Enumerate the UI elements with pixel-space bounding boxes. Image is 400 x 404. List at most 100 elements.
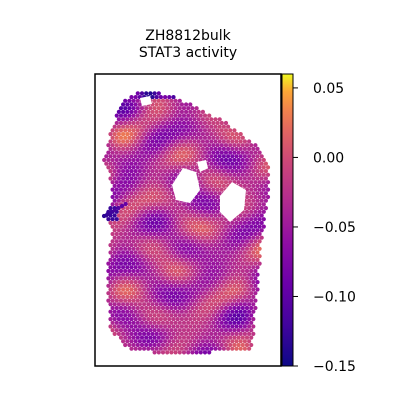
spot xyxy=(196,220,201,225)
spot xyxy=(196,124,201,129)
spot xyxy=(215,157,220,163)
spot xyxy=(186,305,191,311)
spot xyxy=(135,165,140,170)
spot xyxy=(219,180,224,185)
spot xyxy=(127,239,132,244)
spot xyxy=(253,194,258,200)
spot xyxy=(192,124,197,129)
spot xyxy=(188,243,193,248)
spot xyxy=(154,220,159,225)
spot xyxy=(106,268,111,274)
spot xyxy=(150,287,155,292)
colorbar-tick-label: −0.05 xyxy=(313,220,356,236)
spot xyxy=(230,250,235,255)
spot xyxy=(190,202,195,207)
spot xyxy=(127,157,132,163)
spot xyxy=(244,217,250,222)
spot xyxy=(198,261,203,266)
spot xyxy=(139,276,145,281)
spot xyxy=(184,132,189,137)
spot xyxy=(188,257,193,262)
spot xyxy=(148,342,153,348)
spot xyxy=(184,287,189,292)
spot xyxy=(219,135,224,140)
spot xyxy=(154,139,159,144)
spot xyxy=(251,265,256,270)
spot xyxy=(148,335,153,340)
spot xyxy=(156,91,161,96)
spot xyxy=(215,128,220,133)
spot xyxy=(169,135,174,140)
spot xyxy=(207,320,212,325)
spot xyxy=(177,217,182,222)
spot xyxy=(173,143,178,148)
spot xyxy=(148,283,153,288)
spot xyxy=(127,224,132,229)
spot xyxy=(194,246,199,251)
spot xyxy=(205,331,210,336)
spot xyxy=(125,265,130,270)
spot xyxy=(244,194,250,200)
spot xyxy=(156,143,161,148)
spot xyxy=(177,268,182,274)
spot xyxy=(125,132,130,137)
spot xyxy=(236,298,241,303)
spot xyxy=(156,194,161,200)
spot xyxy=(219,150,224,155)
spot xyxy=(131,313,136,318)
spot xyxy=(207,261,212,266)
spot xyxy=(177,239,182,244)
spot xyxy=(207,342,212,348)
spot xyxy=(150,146,155,151)
spot xyxy=(238,317,243,322)
spot xyxy=(226,346,231,351)
spot xyxy=(238,331,243,336)
spot xyxy=(230,287,235,292)
spot xyxy=(217,124,222,129)
spot xyxy=(173,335,178,340)
spot xyxy=(198,231,203,237)
spot xyxy=(196,302,201,307)
spot xyxy=(249,143,254,148)
spot xyxy=(118,194,124,200)
spot xyxy=(121,117,126,122)
spot xyxy=(165,143,170,148)
spot xyxy=(217,339,222,344)
spot xyxy=(167,287,172,292)
spot xyxy=(177,328,182,333)
spot xyxy=(219,157,224,163)
spot xyxy=(165,120,170,126)
spot xyxy=(213,339,218,344)
spot xyxy=(186,113,191,118)
spot xyxy=(127,172,132,177)
spot xyxy=(184,339,189,344)
spot xyxy=(236,224,241,229)
spot xyxy=(186,276,191,281)
spot xyxy=(207,113,212,118)
spot xyxy=(135,246,140,251)
spot xyxy=(190,328,195,333)
spot xyxy=(142,287,147,292)
spot xyxy=(165,194,170,200)
spot xyxy=(154,339,159,344)
spot xyxy=(121,102,126,107)
spot xyxy=(230,265,235,270)
spot xyxy=(152,239,157,244)
spot xyxy=(150,220,155,225)
spot xyxy=(186,157,191,163)
spot xyxy=(177,143,182,148)
spot xyxy=(175,331,180,336)
spot xyxy=(190,120,195,126)
spot xyxy=(139,209,145,214)
spot xyxy=(165,113,170,118)
spot xyxy=(181,106,187,111)
spot xyxy=(186,335,191,340)
spot xyxy=(209,176,214,181)
spot xyxy=(125,294,130,299)
spot xyxy=(137,280,142,285)
spot xyxy=(186,246,191,251)
spot xyxy=(160,305,166,311)
spot xyxy=(139,143,145,148)
spot xyxy=(142,317,147,322)
spot xyxy=(106,143,111,148)
